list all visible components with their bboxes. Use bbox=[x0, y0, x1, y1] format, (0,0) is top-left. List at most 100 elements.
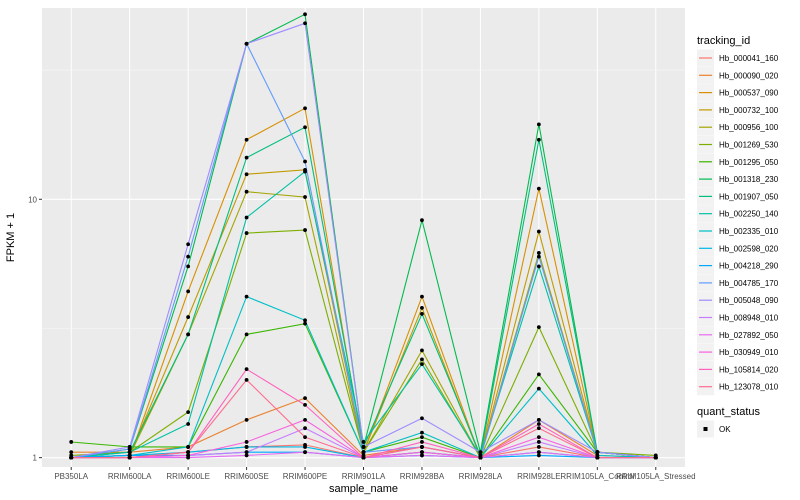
shape-legend-label: OK bbox=[719, 425, 731, 434]
data-point bbox=[361, 440, 366, 444]
shape-legend-key bbox=[703, 427, 708, 431]
y-axis: 1 10 bbox=[28, 195, 42, 463]
legend-label: Hb_002250_140 bbox=[719, 210, 779, 219]
x-tick-label: RRIM600PE bbox=[283, 472, 327, 481]
data-point bbox=[420, 440, 424, 444]
legend-label: Hb_000041_160 bbox=[719, 54, 779, 63]
data-point bbox=[536, 440, 541, 444]
data-point bbox=[244, 215, 249, 220]
data-point bbox=[69, 440, 74, 444]
data-point bbox=[536, 137, 541, 142]
data-point bbox=[536, 186, 541, 191]
data-point bbox=[244, 332, 249, 337]
legend-label: Hb_030949_010 bbox=[719, 348, 779, 357]
data-point bbox=[244, 41, 249, 46]
data-point bbox=[303, 159, 307, 164]
shape-legend-title: quant_status bbox=[697, 406, 760, 418]
data-point bbox=[420, 294, 424, 299]
data-point bbox=[244, 231, 249, 235]
data-point bbox=[244, 417, 249, 422]
data-point bbox=[420, 453, 424, 458]
data-point bbox=[303, 445, 307, 449]
legend-label: Hb_004785_170 bbox=[719, 279, 779, 288]
data-point bbox=[244, 155, 249, 160]
legend-label: Hb_000732_100 bbox=[719, 106, 779, 115]
legend-label: Hb_001269_530 bbox=[719, 141, 779, 150]
data-point bbox=[244, 377, 249, 382]
y-tick-label: 1 bbox=[33, 454, 38, 463]
legend-label: Hb_000537_090 bbox=[719, 89, 779, 98]
data-point bbox=[536, 445, 541, 449]
data-point bbox=[186, 264, 191, 269]
x-tick-label: RRIM600SE bbox=[224, 472, 268, 481]
data-point bbox=[186, 422, 191, 426]
data-point bbox=[244, 450, 249, 455]
data-point bbox=[244, 189, 249, 194]
data-point bbox=[303, 417, 307, 422]
data-point bbox=[69, 450, 74, 455]
gridlines bbox=[42, 8, 685, 467]
data-point bbox=[127, 455, 132, 460]
data-point bbox=[303, 12, 307, 17]
data-point bbox=[361, 450, 366, 455]
data-point bbox=[536, 254, 541, 259]
data-point bbox=[303, 435, 307, 440]
data-point bbox=[303, 318, 307, 323]
x-axis: PB350LA RRIM600LA RRIM600LE RRIM600SE RRIM60… bbox=[54, 467, 696, 481]
data-point bbox=[536, 372, 541, 377]
x-tick-label: RRIM600LE bbox=[166, 472, 210, 481]
data-point bbox=[186, 332, 191, 337]
x-tick-label: PB350LA bbox=[54, 472, 88, 481]
data-point bbox=[303, 321, 307, 326]
data-point bbox=[303, 403, 307, 407]
legend-label: Hb_005048_090 bbox=[719, 296, 779, 305]
data-point bbox=[536, 453, 541, 458]
data-point bbox=[361, 455, 366, 460]
data-point bbox=[595, 455, 600, 460]
data-point bbox=[186, 410, 191, 415]
data-point bbox=[536, 325, 541, 330]
data-point bbox=[536, 417, 541, 422]
x-axis-title: sample_name bbox=[329, 483, 398, 495]
data-point bbox=[186, 289, 191, 294]
data-point bbox=[127, 450, 132, 455]
data-point bbox=[361, 445, 366, 449]
data-point bbox=[186, 254, 191, 259]
data-point bbox=[420, 348, 424, 353]
data-point bbox=[536, 122, 541, 127]
legend-items: Hb_000041_160 Hb_000090_020 Hb_000537_090 H… bbox=[697, 49, 779, 396]
data-point bbox=[303, 450, 307, 455]
data-point bbox=[420, 357, 424, 362]
data-point bbox=[420, 305, 424, 310]
data-point bbox=[244, 367, 249, 372]
data-point bbox=[69, 455, 74, 460]
x-tick-label: RRIM901LA bbox=[342, 472, 386, 481]
x-tick-label: RRIM105LA_Stressed bbox=[616, 472, 696, 481]
data-point bbox=[420, 362, 424, 367]
data-point bbox=[420, 430, 424, 435]
data-point bbox=[420, 218, 424, 223]
data-point bbox=[653, 455, 658, 460]
legend: tracking_id Hb_000041_160Hb_000090_020Hb… bbox=[697, 35, 779, 396]
data-point bbox=[478, 455, 483, 460]
data-point bbox=[186, 445, 191, 449]
data-point bbox=[303, 169, 307, 174]
data-point bbox=[303, 21, 307, 26]
data-point bbox=[420, 312, 424, 316]
data-point bbox=[303, 228, 307, 232]
data-point bbox=[536, 386, 541, 391]
data-point bbox=[536, 450, 541, 455]
data-point bbox=[420, 416, 424, 421]
data-point bbox=[127, 445, 132, 449]
legend-title: tracking_id bbox=[697, 35, 750, 47]
legend-label: Hb_001907_050 bbox=[719, 192, 779, 201]
data-point bbox=[536, 264, 541, 269]
data-point bbox=[478, 450, 483, 455]
y-axis-title: FPKM + 1 bbox=[5, 213, 17, 262]
y-tick-label: 10 bbox=[28, 195, 37, 204]
data-point bbox=[303, 426, 307, 431]
legend-label: Hb_001318_230 bbox=[719, 175, 779, 184]
x-tick-label: RRIM105LA_Control bbox=[560, 472, 634, 481]
shape-legend-items: OK bbox=[697, 420, 731, 438]
